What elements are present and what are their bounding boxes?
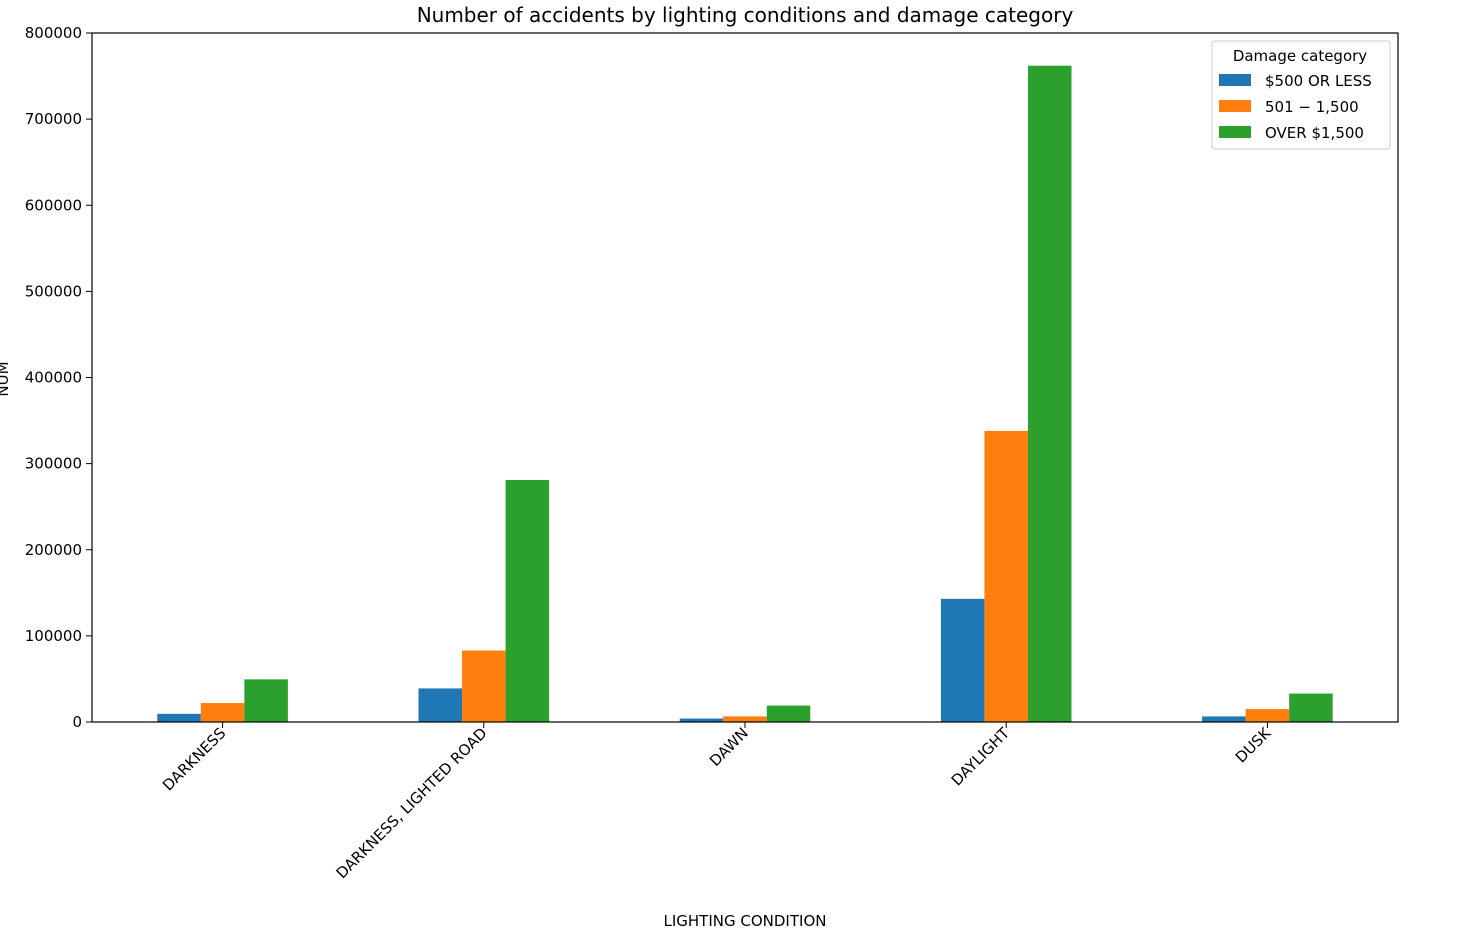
y-tick-label: 0 — [72, 713, 82, 731]
x-tick-label: DAWN — [706, 724, 752, 770]
x-tick-label: DARKNESS, LIGHTED ROAD — [333, 724, 491, 882]
bar — [462, 650, 506, 722]
legend-box — [1211, 40, 1391, 150]
bar — [723, 716, 767, 722]
bar — [766, 705, 811, 722]
y-tick-label: 600000 — [25, 196, 82, 214]
bar — [1202, 716, 1246, 722]
legend-swatch — [1219, 74, 1251, 86]
y-axis: 0 100000 200000 300000 400000 500000 600000 700… — [25, 24, 92, 731]
y-axis-label: NUM — [0, 361, 12, 396]
legend-title: Damage category — [1233, 47, 1367, 65]
y-tick-label: 100000 — [25, 627, 82, 645]
x-tick-label: DUSK — [1232, 723, 1275, 766]
bar — [244, 679, 288, 722]
bar — [200, 703, 245, 722]
y-tick-label: 800000 — [25, 24, 82, 42]
bar — [940, 598, 985, 722]
bar — [505, 479, 550, 722]
y-tick-label: 500000 — [25, 282, 82, 300]
legend-label: OVER $1,500 — [1265, 124, 1364, 142]
x-axis: DARKNESS DARKNESS, LIGHTED ROAD DAWN DAYLIG… — [159, 722, 1275, 882]
legend-label: $500 OR LESS — [1265, 72, 1372, 90]
bar — [1027, 65, 1072, 723]
bar — [1289, 693, 1333, 722]
bar — [157, 713, 201, 722]
y-tick-label: 200000 — [25, 541, 82, 559]
x-axis-label: LIGHTING CONDITION — [664, 912, 827, 930]
axes-frame — [91, 32, 1399, 723]
legend-entries: $500 OR LESS 501 − 1,500 OVER $1,500 — [1219, 72, 1372, 142]
y-tick-label: 400000 — [25, 369, 82, 387]
y-tick-label: 700000 — [25, 110, 82, 128]
legend: Damage category $500 OR LESS 501 − 1,500 O… — [1211, 40, 1391, 150]
y-tick-label: 300000 — [25, 455, 82, 473]
legend-swatch — [1219, 100, 1251, 112]
bars-layer — [157, 65, 1333, 723]
legend-swatch — [1219, 126, 1251, 138]
bar — [984, 430, 1028, 722]
x-tick-label: DAYLIGHT — [948, 724, 1014, 790]
bar — [1245, 709, 1290, 722]
chart-title: Number of accidents by lighting conditio… — [417, 3, 1074, 27]
bar — [679, 718, 724, 722]
x-tick-label: DARKNESS — [159, 724, 229, 794]
legend-label: 501 − 1,500 — [1265, 98, 1359, 116]
bar — [418, 688, 463, 722]
